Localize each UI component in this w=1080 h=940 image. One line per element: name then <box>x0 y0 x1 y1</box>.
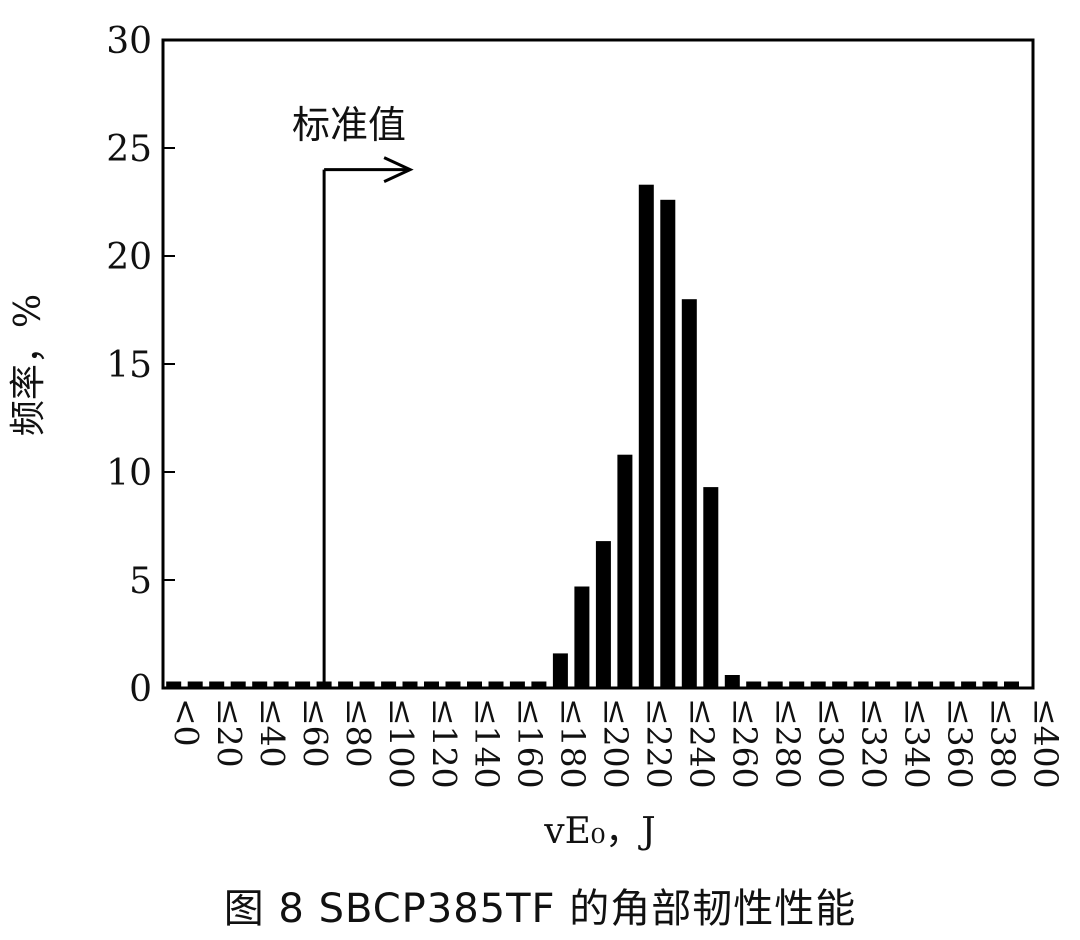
bar <box>681 299 697 688</box>
x-tick-label: ≤160 <box>511 698 550 789</box>
y-axis-ticks: 0 5 10 15 20 25 30 <box>106 21 175 710</box>
bar <box>424 681 439 688</box>
bar <box>295 681 311 688</box>
y-tick-label: 20 <box>106 237 152 278</box>
bar <box>832 681 848 688</box>
bar <box>810 681 826 688</box>
bar <box>273 681 289 688</box>
x-tick-label: ≤80 <box>339 698 378 768</box>
bar <box>509 681 525 688</box>
bar <box>488 681 504 688</box>
x-tick-label: ≤280 <box>769 698 808 789</box>
bar <box>166 681 182 688</box>
bar <box>230 681 246 688</box>
y-tick-label: 25 <box>106 129 152 170</box>
bar <box>209 681 225 688</box>
x-axis-label: vE₀，J <box>543 811 655 852</box>
y-tick-label: 30 <box>106 21 152 62</box>
arrow-head-icon <box>383 156 414 183</box>
x-tick-label: ≤220 <box>640 698 679 789</box>
x-tick-label: ≤320 <box>854 698 893 789</box>
x-tick-label: ≤120 <box>425 698 464 789</box>
bar <box>703 487 719 688</box>
x-tick-label: ≤360 <box>940 698 979 789</box>
x-axis-ticks: <0 ≤20 ≤40 ≤60 ≤80 ≤100 ≤120 ≤140 ≤160 ≤180 ≤200 ≤2… <box>167 698 1065 789</box>
x-tick-label: ≤240 <box>683 698 722 789</box>
x-tick-label: ≤140 <box>468 698 507 789</box>
y-tick-label: 5 <box>129 561 152 602</box>
bar <box>445 681 461 688</box>
x-tick-label: ≤20 <box>210 698 249 768</box>
bar <box>746 681 762 688</box>
reference-line <box>322 156 414 688</box>
bar <box>939 681 955 688</box>
bar <box>853 681 869 688</box>
bar <box>918 681 934 688</box>
bar <box>574 586 590 688</box>
x-tick-label: ≤180 <box>554 698 593 789</box>
bar <box>660 199 676 689</box>
bar <box>875 681 891 688</box>
bar <box>961 681 977 688</box>
bar <box>381 681 397 688</box>
x-tick-label: <0 <box>167 698 206 747</box>
bar <box>896 681 912 688</box>
bar <box>187 681 203 688</box>
x-tick-label: ≤100 <box>382 698 421 789</box>
x-tick-label: ≤40 <box>253 698 292 768</box>
bar <box>252 681 268 688</box>
bar <box>531 681 547 688</box>
bar <box>359 681 375 688</box>
bar <box>552 653 568 688</box>
bar <box>617 454 633 688</box>
x-tick-label: ≤300 <box>811 698 850 789</box>
bar <box>789 681 805 688</box>
bar <box>638 184 654 688</box>
x-tick-label: ≤380 <box>983 698 1022 789</box>
bar <box>767 681 783 688</box>
x-tick-label: ≤400 <box>1026 698 1065 789</box>
bar <box>467 681 482 688</box>
y-tick-label: 0 <box>129 669 152 710</box>
reference-annotation: 标准值 <box>292 103 406 147</box>
x-tick-label: ≤340 <box>897 698 936 789</box>
y-tick-label: 15 <box>106 345 152 386</box>
figure-caption: 图 8 SBCP385TF 的角部韧性性能 <box>223 886 857 932</box>
y-tick-label: 10 <box>106 453 152 494</box>
x-tick-label: ≤260 <box>726 698 765 789</box>
y-axis-label: 频率，% <box>8 294 49 436</box>
bar <box>595 541 611 688</box>
bars-group <box>166 184 1019 689</box>
bar <box>338 681 354 688</box>
x-tick-label: ≤200 <box>597 698 636 789</box>
bar <box>402 681 418 688</box>
bar <box>1004 681 1019 688</box>
bar <box>724 675 740 688</box>
x-tick-label: ≤60 <box>296 698 335 768</box>
bar <box>982 681 998 688</box>
